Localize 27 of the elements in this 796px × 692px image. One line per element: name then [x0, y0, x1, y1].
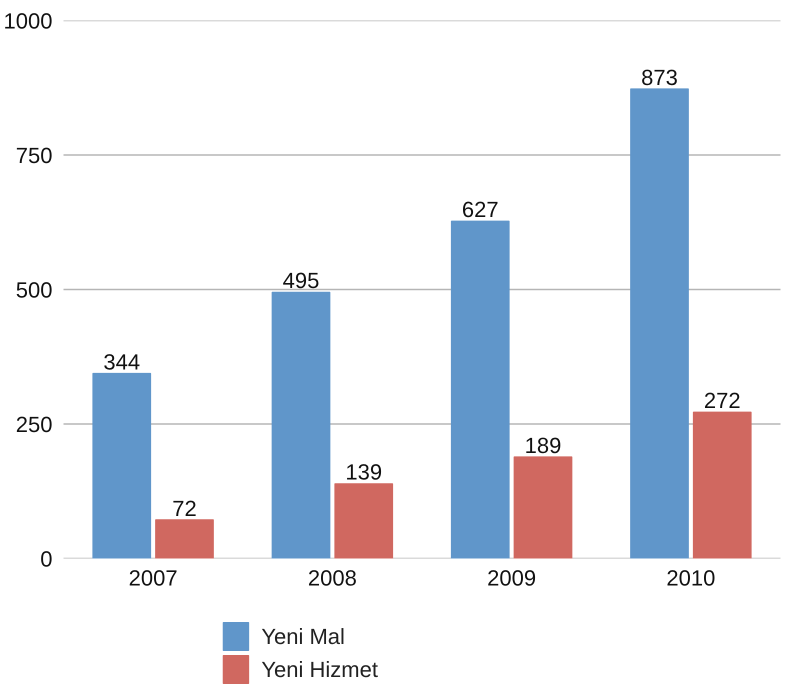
data-label: 139: [345, 460, 382, 485]
bar: [692, 412, 752, 558]
x-tick-label: 2008: [308, 566, 357, 590]
data-label: 72: [172, 496, 197, 521]
bar: [272, 292, 330, 558]
y-tick-label: 500: [16, 278, 53, 302]
bar: [450, 220, 510, 558]
bar: [92, 372, 152, 558]
data-label: 189: [524, 432, 562, 458]
data-label: 272: [704, 388, 741, 414]
x-tick-label: 2010: [666, 566, 716, 590]
data-label: 495: [282, 268, 320, 294]
data-label: 344: [103, 349, 140, 374]
legend-label: Yeni Hizmet: [261, 657, 378, 682]
bar: [514, 456, 572, 558]
data-label: 627: [462, 197, 499, 222]
x-tick-label: 2009: [487, 566, 536, 590]
bar: [630, 88, 689, 558]
y-tick-label: 0: [40, 546, 53, 572]
bar: [334, 483, 394, 558]
y-tick-label: 750: [16, 143, 53, 168]
y-tick-label: 1000: [4, 8, 53, 34]
legend-label: Yeni Mal: [261, 624, 345, 649]
x-tick-label: 2007: [128, 566, 178, 590]
bar: [155, 519, 214, 558]
y-tick-label: 250: [16, 412, 53, 437]
data-label: 873: [641, 64, 678, 90]
